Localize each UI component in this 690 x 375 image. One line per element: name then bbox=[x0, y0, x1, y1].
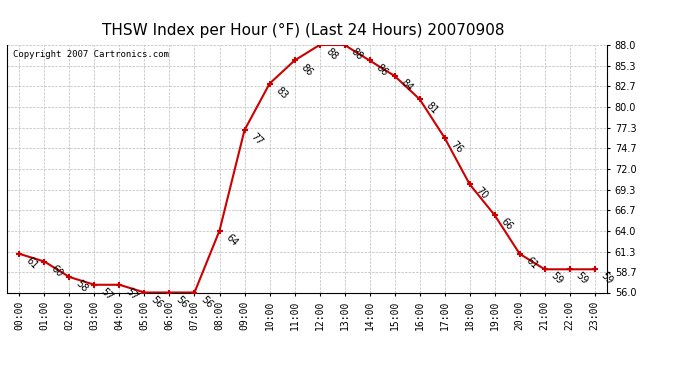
Text: 60: 60 bbox=[48, 263, 64, 279]
Text: 86: 86 bbox=[299, 62, 315, 78]
Text: THSW Index per Hour (°F) (Last 24 Hours) 20070908: THSW Index per Hour (°F) (Last 24 Hours)… bbox=[102, 22, 505, 38]
Text: 88: 88 bbox=[324, 46, 339, 62]
Text: 61: 61 bbox=[524, 255, 540, 271]
Text: 59: 59 bbox=[549, 271, 564, 286]
Text: 58: 58 bbox=[74, 278, 90, 294]
Text: 81: 81 bbox=[424, 100, 440, 116]
Text: 59: 59 bbox=[574, 271, 590, 286]
Text: 56: 56 bbox=[199, 294, 215, 310]
Text: 61: 61 bbox=[23, 255, 39, 271]
Text: 88: 88 bbox=[348, 46, 364, 62]
Text: 66: 66 bbox=[499, 216, 515, 232]
Text: 86: 86 bbox=[374, 62, 389, 78]
Text: Copyright 2007 Cartronics.com: Copyright 2007 Cartronics.com bbox=[13, 50, 169, 59]
Text: 57: 57 bbox=[99, 286, 115, 302]
Text: 70: 70 bbox=[474, 186, 490, 201]
Text: 83: 83 bbox=[274, 85, 289, 101]
Text: 56: 56 bbox=[174, 294, 190, 310]
Text: 77: 77 bbox=[248, 132, 264, 147]
Text: 56: 56 bbox=[148, 294, 164, 310]
Text: 57: 57 bbox=[124, 286, 139, 302]
Text: 64: 64 bbox=[224, 232, 239, 248]
Text: 59: 59 bbox=[599, 271, 615, 286]
Text: 84: 84 bbox=[399, 77, 415, 93]
Text: 76: 76 bbox=[448, 139, 464, 155]
